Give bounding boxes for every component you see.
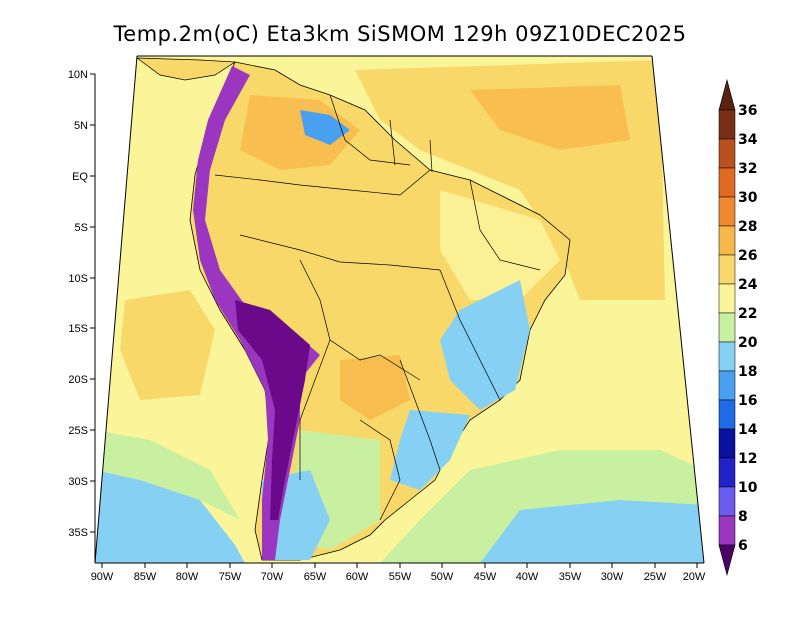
colorbar: 36 34 32 30 28 26 24 22 20 18 16 14 12 1… [718, 78, 758, 577]
colorbar-min-arrow [718, 544, 736, 577]
colorbar-swatch [718, 109, 736, 140]
lon-label-80w: 80W [176, 571, 199, 583]
colorbar-label: 18 [738, 364, 757, 380]
colorbar-swatch [718, 254, 736, 285]
lon-label-35w: 35W [559, 571, 582, 583]
lon-label-70w: 70W [261, 571, 284, 583]
colorbar-label: 22 [738, 306, 757, 322]
colorbar-swatch [718, 515, 736, 546]
lon-label-40w: 40W [516, 571, 539, 583]
colorbar-swatch [718, 486, 736, 517]
brazil-mild-zone [440, 190, 560, 300]
colorbar-label: 8 [738, 509, 748, 525]
colorbar-swatch [718, 457, 736, 488]
colorbar-max-arrow [718, 78, 736, 111]
colorbar-label: 10 [738, 480, 758, 496]
lat-label-5n: 5N [74, 120, 88, 132]
colorbar-label: 6 [738, 538, 748, 554]
colorbar-label: 26 [738, 248, 757, 264]
altiplano-coldest [235, 300, 310, 520]
colorbar-swatch [718, 283, 736, 314]
map-domain [95, 56, 704, 563]
lat-label-35s: 35S [68, 527, 88, 539]
colorbar-label: 34 [738, 132, 758, 148]
lon-label-90w: 90W [91, 571, 114, 583]
colorbar-swatch [718, 225, 736, 256]
colorbar-label: 14 [738, 422, 758, 438]
colorbar-label: 36 [738, 103, 757, 119]
central-america-land [135, 57, 237, 81]
south-pacific-mild [95, 430, 240, 520]
lon-label-65w: 65W [304, 571, 327, 583]
lon-label-45w: 45W [474, 571, 497, 583]
longitude-axis: 90W 85W 80W 75W 70W 65W 60W 55W 50W 45W … [91, 563, 706, 583]
colorbar-label: 12 [738, 451, 757, 467]
colorbar-swatch [718, 370, 736, 401]
lon-label-75w: 75W [219, 571, 242, 583]
colorbar-label: 30 [738, 190, 758, 206]
south-pacific-cool [95, 470, 245, 563]
colorbar-label: 28 [738, 219, 757, 235]
colorbar-swatch [718, 399, 736, 430]
colorbar-swatch [718, 312, 736, 343]
lon-label-50w: 50W [431, 571, 454, 583]
pacific-warm-patch [120, 290, 215, 400]
colorbar-swatch [718, 196, 736, 227]
lat-label-20s: 20S [68, 374, 88, 386]
lat-label-10s: 10S [68, 273, 88, 285]
south-atlantic-colder [480, 500, 704, 563]
paraguay-warm-zone [340, 355, 410, 420]
guiana-highlands-cool [300, 110, 350, 145]
colorbar-swatch [718, 428, 736, 459]
colorbar-label: 20 [738, 335, 758, 351]
lat-label-25s: 25S [68, 425, 88, 437]
colorbar-label: 32 [738, 161, 757, 177]
colorbar-swatch [718, 167, 736, 198]
lon-label-85w: 85W [134, 571, 157, 583]
colorbar-label: 16 [738, 393, 757, 409]
lat-label-15s: 15S [68, 323, 88, 335]
lat-label-eq: EQ [72, 171, 88, 183]
map-title: Temp.2m(oC) Eta3km SiSMOM 129h 09Z10DEC2… [113, 22, 687, 46]
colorbar-swatch [718, 138, 736, 169]
lat-label-10n: 10N [68, 69, 88, 81]
lon-label-55w: 55W [389, 571, 412, 583]
lon-label-25w: 25W [644, 571, 667, 583]
latitude-axis: 10N 5N EQ 5S 10S 15S 20S 25S 30S 35S [68, 69, 96, 563]
lon-label-20w: 20W [683, 571, 706, 583]
lat-label-30s: 30S [68, 476, 88, 488]
lon-label-30w: 30W [601, 571, 624, 583]
colorbar-swatch [718, 341, 736, 372]
lon-label-60w: 60W [346, 571, 369, 583]
atlantic-warmer-patch [470, 85, 630, 150]
interior-warm-zone [240, 95, 360, 170]
south-brazil-cool [390, 410, 470, 490]
lat-label-5s: 5S [75, 222, 88, 234]
brazil-highlands-cool [440, 280, 530, 410]
country-borders [214, 94, 541, 521]
colorbar-label: 24 [738, 277, 758, 293]
